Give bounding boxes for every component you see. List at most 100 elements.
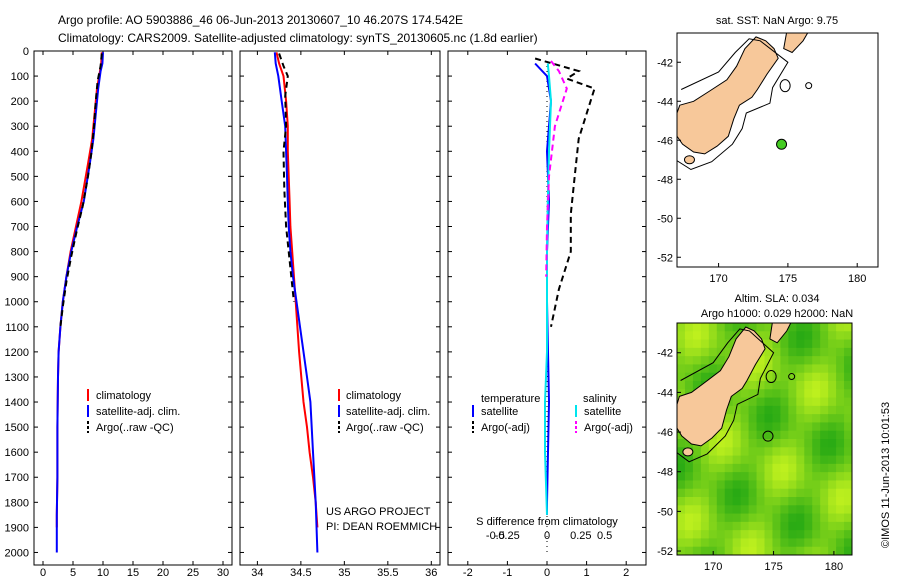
legend-label: Argo(-adj) (481, 422, 530, 434)
sla-cell (812, 463, 821, 473)
sla-cell (836, 463, 845, 473)
sla-cell (772, 347, 781, 357)
sla-cell (780, 472, 789, 481)
sla-cell (677, 488, 686, 498)
sla-cell (708, 439, 718, 448)
sla-cell (788, 497, 797, 506)
seamount-contour (805, 82, 813, 90)
sla-cell (804, 331, 813, 341)
sla-cell (812, 323, 821, 332)
sla-cell (828, 488, 837, 498)
sla-cell (804, 488, 813, 498)
map_sst-xtick-label: 175 (779, 273, 797, 285)
sla-cell (796, 439, 805, 448)
sla-cell (812, 347, 821, 357)
sla-cell (756, 447, 765, 457)
sla-cell (677, 513, 686, 523)
sla-cell (820, 472, 829, 481)
sla-cell (700, 480, 710, 490)
temperature-xtick-label: 10 (97, 567, 109, 579)
sla-cell (844, 538, 852, 548)
sla-cell (812, 414, 821, 423)
sla-cell (828, 372, 837, 382)
sla-cell (788, 372, 797, 382)
sla-cell (820, 447, 829, 457)
sla-cell (740, 430, 750, 440)
sla-cell (677, 497, 686, 506)
sla-cell (764, 538, 773, 548)
sla-cell (804, 497, 813, 506)
sla-cell (828, 538, 837, 548)
sla-cell (788, 422, 797, 432)
sla-cell (764, 439, 773, 448)
sla-cell (828, 405, 837, 415)
sla-cell (692, 356, 702, 365)
sla-cell (748, 513, 758, 523)
sla-cell (820, 505, 829, 515)
sla-cell (836, 323, 845, 332)
sla-cell (844, 414, 852, 423)
sla-cell (700, 323, 710, 332)
sla-cell (772, 414, 781, 423)
sla-cell (756, 356, 765, 365)
sla-cell (692, 505, 702, 515)
seamount-contour (779, 79, 791, 93)
sla-cell (756, 397, 765, 407)
sla-cell (836, 505, 845, 515)
sla-cell (796, 497, 805, 506)
sla-cell (692, 447, 702, 457)
sla-cell (684, 530, 694, 539)
temperature-frame (33, 50, 233, 566)
sla-cell (780, 414, 789, 423)
sla-cell (756, 530, 765, 539)
sla-cell (724, 472, 734, 481)
sla-cell (677, 455, 686, 465)
sla-cell (836, 339, 845, 349)
sla-cell (836, 414, 845, 423)
sla-cell (684, 472, 694, 481)
sla-cell (700, 472, 710, 481)
north-island-land (783, 33, 878, 54)
sla-cell (700, 530, 710, 539)
series-salinity-satellite (544, 63, 553, 515)
map_sst-ytick-label: -52 (657, 252, 673, 264)
sla-cell (820, 389, 829, 399)
depth-tick-label: 200 (11, 96, 29, 108)
sla-cell (812, 505, 821, 515)
sla-cell (796, 331, 805, 341)
sla-cell (772, 372, 781, 382)
sla-cell (708, 530, 718, 539)
sla-cell (844, 472, 852, 481)
map_sst-frame (676, 32, 879, 268)
sla-cell (756, 430, 765, 440)
sla-cell (724, 323, 734, 332)
sla-cell (796, 447, 805, 457)
sla-cell (732, 414, 742, 423)
sla-cell (812, 538, 821, 548)
sla-cell (780, 430, 789, 440)
legend-label: satellite-adj. clim. (96, 406, 180, 418)
sla-cell (780, 447, 789, 457)
sla-cell (692, 538, 702, 548)
sla-cell (820, 323, 829, 332)
sla-cell (812, 488, 821, 498)
sst-map-title: sat. SST: NaN Argo: 9.75 (716, 15, 838, 27)
difference-xtick-label: 2 (623, 567, 629, 579)
sla-cell (772, 397, 781, 407)
sla-cell (796, 389, 805, 399)
sla-cell (844, 505, 852, 515)
sla-cell (756, 331, 765, 341)
sla-cell (740, 505, 750, 515)
sla-cell (724, 447, 734, 457)
sla-cell (732, 480, 742, 490)
sla-cell (844, 323, 852, 332)
temperature-xtick-label: 20 (157, 567, 169, 579)
sla-cell (820, 497, 829, 506)
depth-tick-label: 1900 (5, 522, 29, 534)
sla-cell (756, 521, 765, 531)
sla-cell (820, 339, 829, 349)
sla-cell (677, 323, 686, 332)
map_sst-ytick-label: -50 (657, 213, 673, 225)
sla-cell (796, 538, 805, 548)
sla-cell (836, 521, 845, 531)
